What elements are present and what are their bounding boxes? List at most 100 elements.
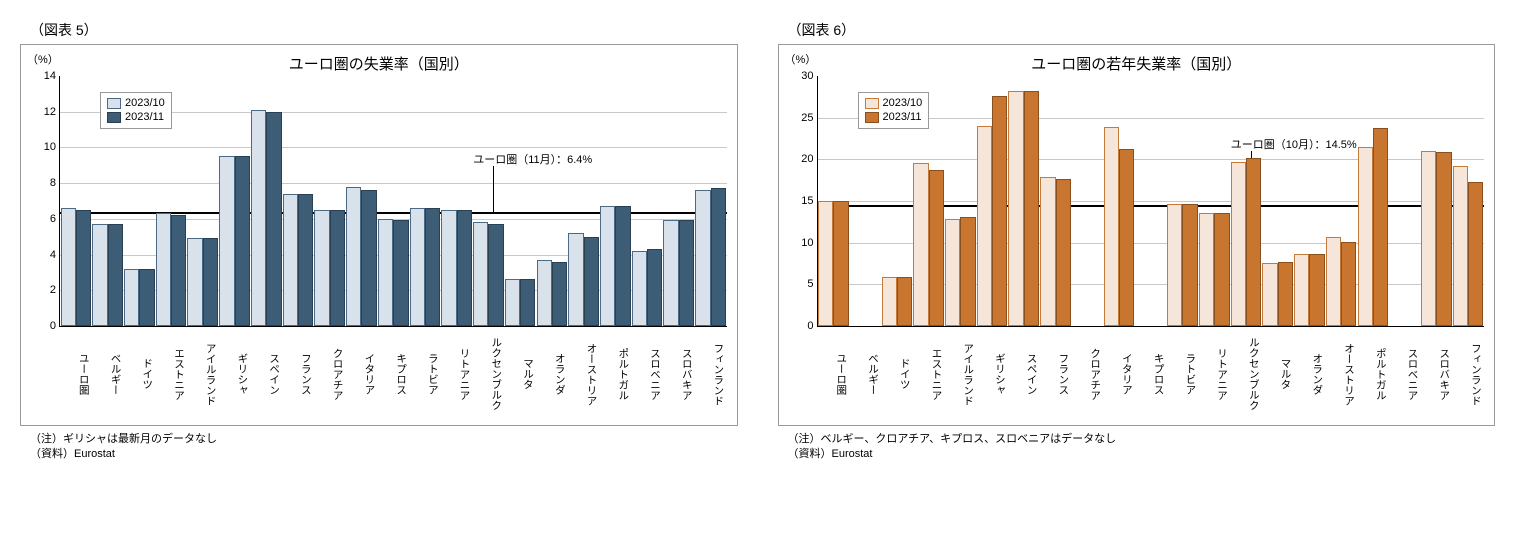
x-tick: ギリシャ — [219, 326, 251, 419]
x-tick: オランダ — [1294, 326, 1326, 419]
bar-group — [1452, 76, 1484, 326]
y-tick: 14 — [30, 70, 56, 82]
bar — [913, 163, 928, 326]
legend-swatch — [865, 112, 879, 123]
bar — [266, 112, 281, 327]
x-tick: ベルギー — [92, 326, 124, 419]
chart-title: ユーロ圏の若年失業率（国別） — [783, 53, 1491, 74]
bar — [156, 213, 171, 326]
x-tick: アイルランド — [187, 326, 219, 419]
bar-group — [473, 76, 505, 326]
y-tick: 8 — [30, 177, 56, 189]
bar — [1278, 262, 1293, 327]
bar — [283, 194, 298, 326]
bar-group — [346, 76, 378, 326]
x-tick: ルクセンブルク — [1230, 326, 1262, 419]
bar — [945, 219, 960, 326]
chart-notes: （注）ベルギー、クロアチア、キプロス、スロベニアはデータなし（資料）Eurost… — [788, 432, 1496, 463]
legend-label: 2023/11 — [883, 110, 922, 124]
bar — [520, 279, 535, 326]
bar — [314, 210, 329, 326]
bar — [76, 210, 91, 326]
bar — [1231, 162, 1246, 327]
x-tick: フィンランド — [1452, 326, 1484, 419]
bar — [330, 210, 345, 326]
bar — [647, 249, 662, 326]
bar — [1040, 177, 1055, 327]
x-tick: ラトビア — [1167, 326, 1199, 419]
chart-notes: （注）ギリシャは最新月のデータなし（資料）Eurostat — [30, 432, 738, 463]
bar — [92, 224, 107, 326]
bar-group — [1357, 76, 1389, 326]
x-tick: ベルギー — [849, 326, 881, 419]
bar-group — [1262, 76, 1294, 326]
bar — [1246, 158, 1261, 326]
bar-group — [377, 76, 409, 326]
bar — [393, 220, 408, 326]
x-tick: オーストリア — [1325, 326, 1357, 419]
bar — [568, 233, 583, 326]
bar-group — [1103, 76, 1135, 326]
bar — [537, 260, 552, 326]
bar-group — [1008, 76, 1040, 326]
bar-group — [1040, 76, 1072, 326]
bar — [960, 217, 975, 326]
legend-swatch — [107, 98, 121, 109]
bar — [1309, 254, 1324, 326]
bar — [929, 170, 944, 326]
bar — [251, 110, 266, 326]
bar — [61, 208, 76, 326]
bar-group — [663, 76, 695, 326]
bar — [219, 156, 234, 326]
x-tick: オーストリア — [568, 326, 600, 419]
bar-group — [1167, 76, 1199, 326]
legend-item: 2023/11 — [107, 110, 165, 124]
bar-group — [409, 76, 441, 326]
bar — [361, 190, 376, 326]
x-tick: フランス — [282, 326, 314, 419]
bar — [1436, 152, 1451, 327]
y-tick: 5 — [788, 278, 814, 290]
bar — [632, 251, 647, 326]
bar — [378, 219, 393, 326]
bar — [425, 208, 440, 326]
bar — [1294, 254, 1309, 326]
bar — [1199, 213, 1214, 326]
bar — [235, 156, 250, 326]
bar — [663, 220, 678, 326]
y-tick: 10 — [30, 141, 56, 153]
bar — [505, 279, 520, 326]
bar — [1182, 204, 1197, 326]
legend-swatch — [865, 98, 879, 109]
bar-group — [314, 76, 346, 326]
bar-group — [250, 76, 282, 326]
chart-box: （%）ユーロ圏の若年失業率（国別）051015202530ユーロ圏（10月）：1… — [778, 44, 1496, 426]
x-tick: オランダ — [536, 326, 568, 419]
bar — [298, 194, 313, 326]
x-tick: ユーロ圏 — [818, 326, 850, 419]
legend-label: 2023/10 — [125, 96, 165, 110]
x-tick: ルクセンブルク — [473, 326, 505, 419]
bar — [1262, 263, 1277, 326]
x-tick: リトアニア — [441, 326, 473, 419]
x-tick: ギリシャ — [976, 326, 1008, 419]
plot-area: 02468101214ユーロ圏（11月）：6.4%ユーロ圏ベルギードイツエストニ… — [59, 76, 727, 327]
x-tick: キプロス — [377, 326, 409, 419]
bar-group — [599, 76, 631, 326]
x-tick: マルタ — [1262, 326, 1294, 419]
x-tick: フランス — [1040, 326, 1072, 419]
x-tick: キプロス — [1135, 326, 1167, 419]
x-tick: エストニア — [913, 326, 945, 419]
bar — [1024, 91, 1039, 326]
bar-group — [1135, 76, 1167, 326]
bar-group — [1198, 76, 1230, 326]
x-tick: スペイン — [250, 326, 282, 419]
x-tick: ユーロ圏 — [60, 326, 92, 419]
figure-label: （図表 6） — [788, 20, 1496, 40]
bar-group — [1230, 76, 1262, 326]
x-tick: イタリア — [346, 326, 378, 419]
bar — [584, 237, 599, 327]
y-tick: 6 — [30, 213, 56, 225]
bar — [1104, 127, 1119, 326]
bar — [1358, 147, 1373, 327]
